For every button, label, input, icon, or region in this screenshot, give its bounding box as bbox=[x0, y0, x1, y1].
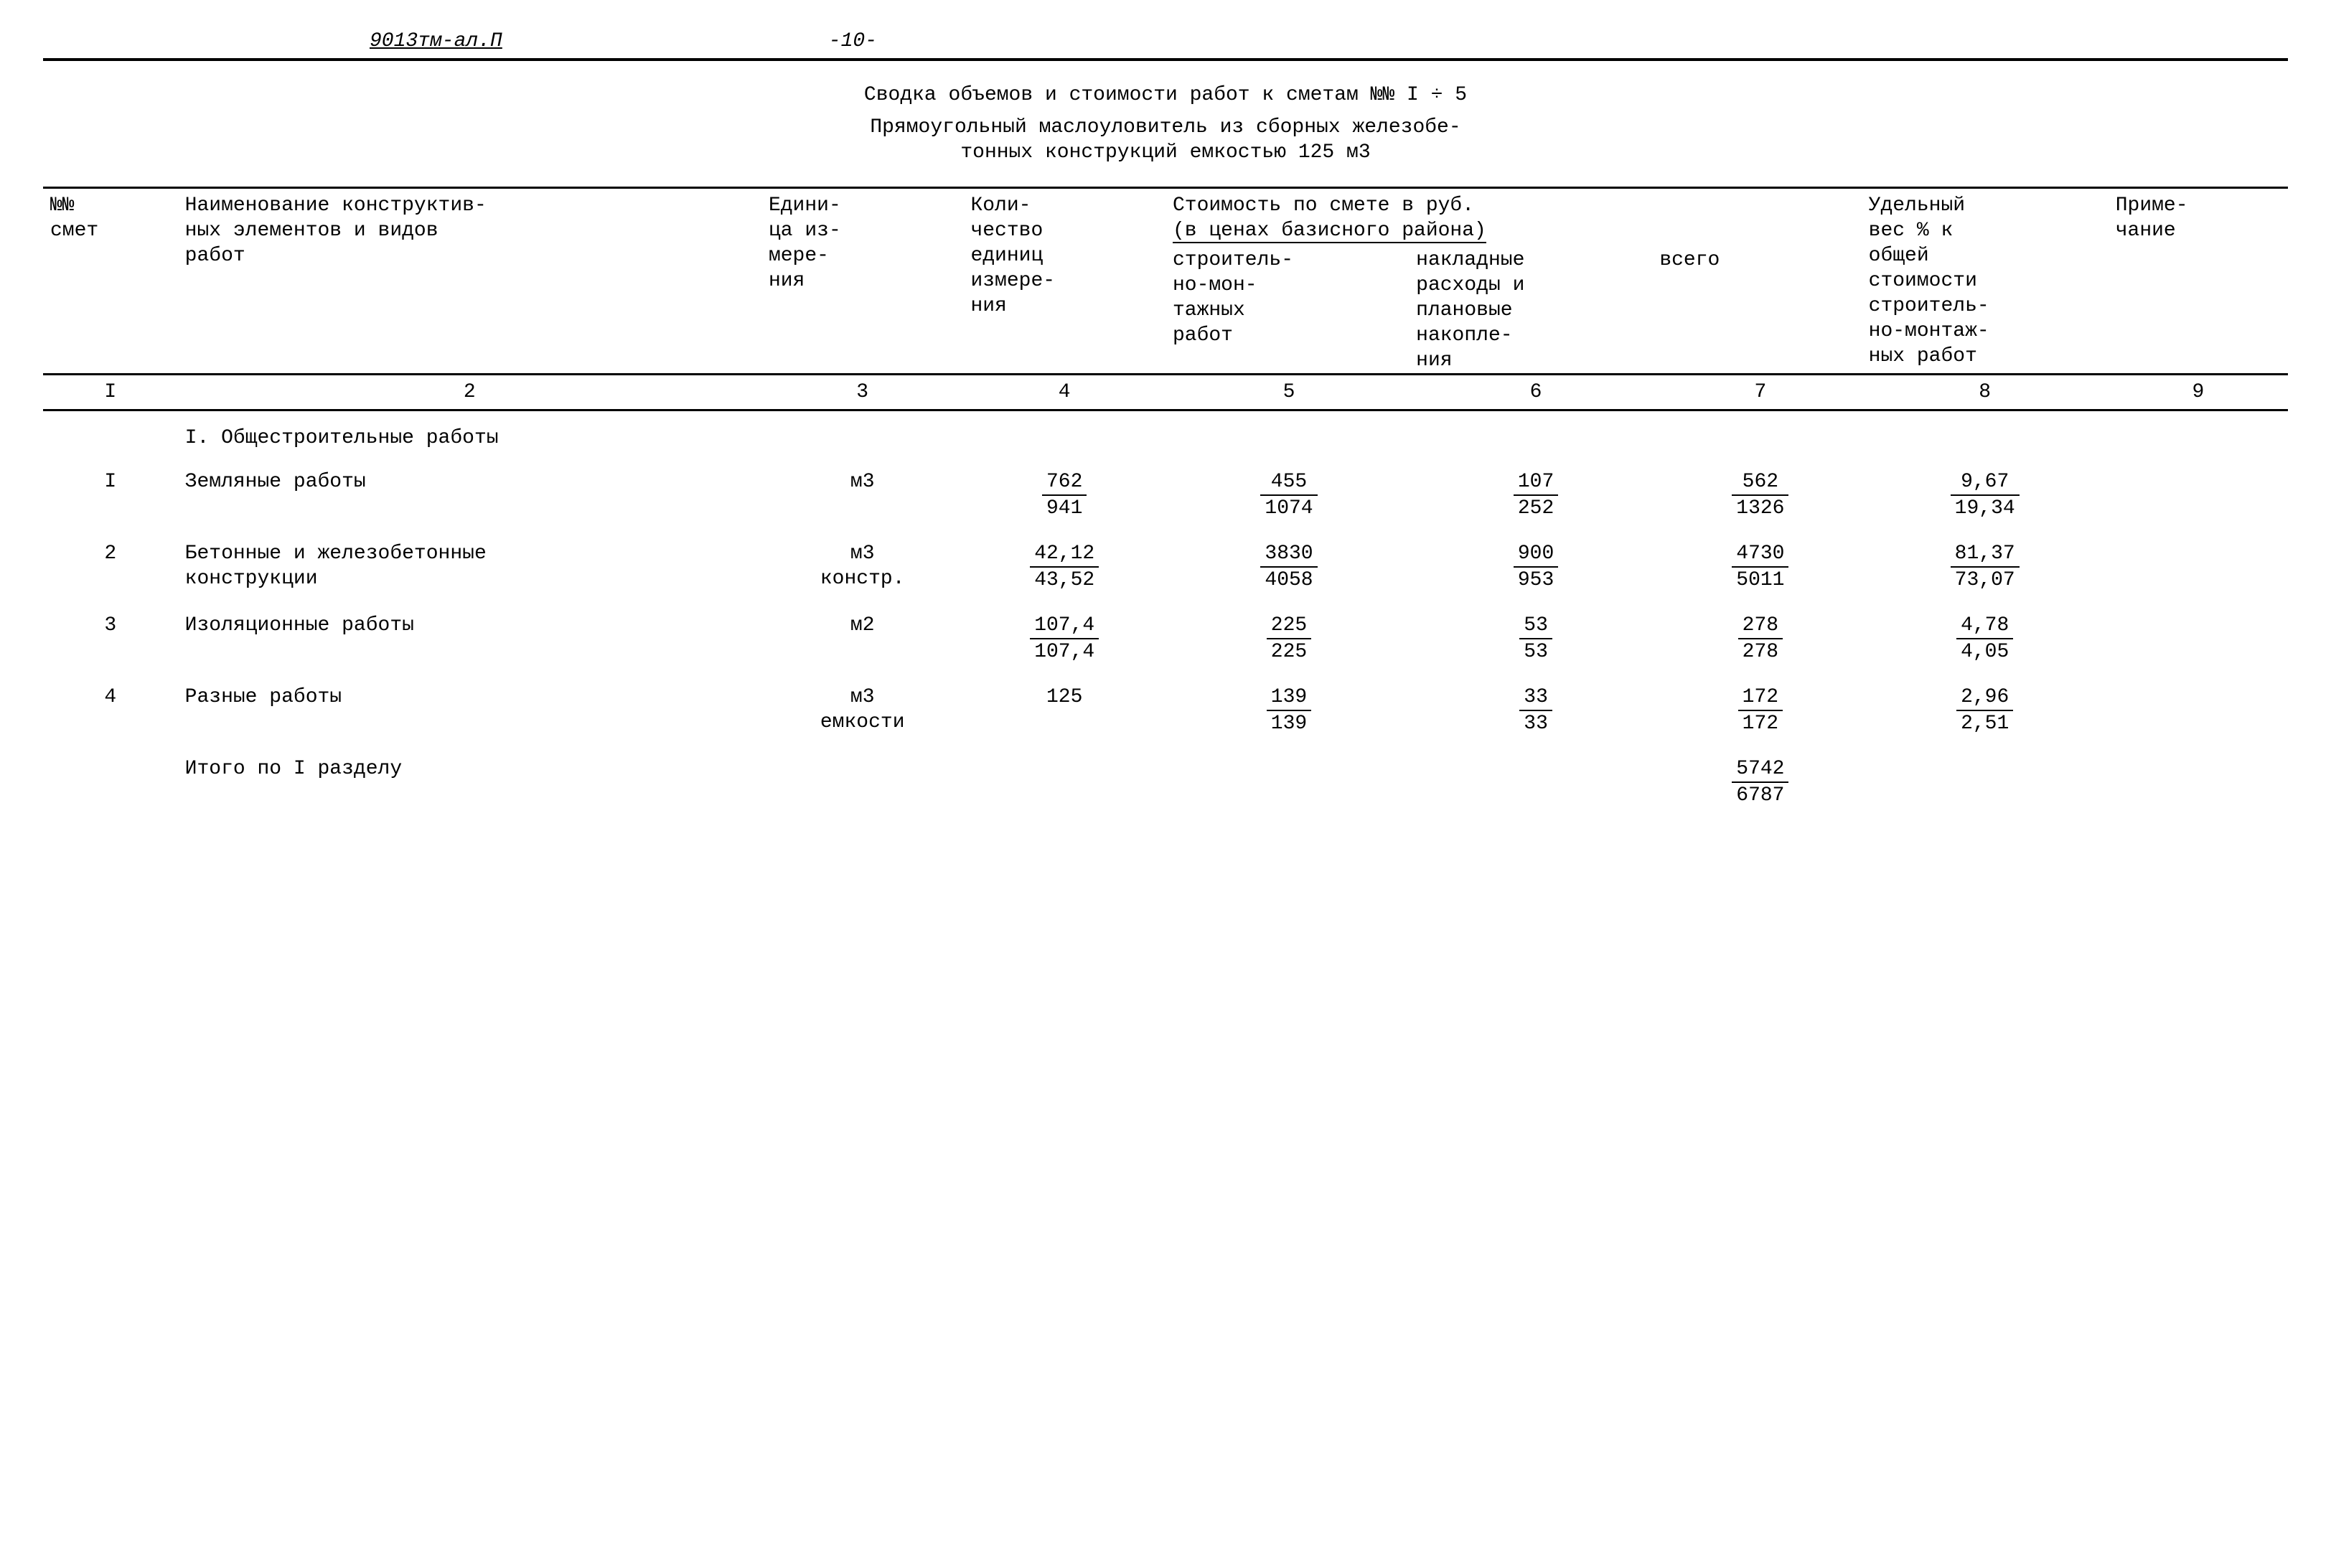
col-num: 3 bbox=[761, 375, 964, 410]
column-number-row: I 2 3 4 5 6 7 8 9 bbox=[43, 375, 2288, 410]
cell-c6: 107252 bbox=[1412, 459, 1659, 531]
cell-name: Бетонные и железобетонныеконструкции bbox=[178, 531, 761, 603]
table-header-row: №№смет Наименование конструктив-ных элем… bbox=[43, 188, 2288, 375]
col-num: I bbox=[43, 375, 178, 410]
cell-c7: 172172 bbox=[1659, 675, 1862, 746]
col-header-note: Приме-чание bbox=[2109, 188, 2288, 375]
cell-num: 4 bbox=[43, 675, 178, 746]
cell-c5: 4551074 bbox=[1166, 459, 1412, 531]
summary-table: №№смет Наименование конструктив-ных элем… bbox=[43, 187, 2288, 818]
document-subtitle: Прямоугольный маслоуловитель из сборных … bbox=[43, 115, 2288, 165]
cell-qty: 762941 bbox=[963, 459, 1166, 531]
cell-num: 3 bbox=[43, 603, 178, 675]
page-label: -10- bbox=[829, 29, 1502, 54]
cell-name: Разные работы bbox=[178, 675, 761, 746]
total-c7: 57426787 bbox=[1659, 746, 1862, 818]
col-num: 5 bbox=[1166, 375, 1412, 410]
page-header: 9013тм-ал.П -10- bbox=[43, 29, 2288, 61]
cell-c7: 278278 bbox=[1659, 603, 1862, 675]
cell-c7: 5621326 bbox=[1659, 459, 1862, 531]
cell-unit: м3емкости bbox=[761, 675, 964, 746]
cell-note bbox=[2109, 531, 2288, 603]
col-num: 9 bbox=[2109, 375, 2288, 410]
doc-code: 9013тм-ал.П bbox=[43, 29, 829, 54]
cell-c6: 900953 bbox=[1412, 531, 1659, 603]
cell-c8: 81,3773,07 bbox=[1862, 531, 2109, 603]
col-header-qty: Коли-чествоединицизмере-ния bbox=[963, 188, 1166, 375]
col-num: 6 bbox=[1412, 375, 1659, 410]
col-num: 4 bbox=[963, 375, 1166, 410]
total-label: Итого по I разделу bbox=[178, 746, 761, 818]
cell-note bbox=[2109, 603, 2288, 675]
cell-c6: 5353 bbox=[1412, 603, 1659, 675]
col-num: 7 bbox=[1659, 375, 1862, 410]
col-header-unit: Едини-ца из-мере-ния bbox=[761, 188, 964, 375]
cell-c5: 139139 bbox=[1166, 675, 1412, 746]
col-num: 2 bbox=[178, 375, 761, 410]
cell-unit: м3констр. bbox=[761, 531, 964, 603]
cell-unit: м2 bbox=[761, 603, 964, 675]
section-heading-row: I. Общестроительные работы bbox=[43, 410, 2288, 460]
cell-num: I bbox=[43, 459, 178, 531]
col-num: 8 bbox=[1862, 375, 2109, 410]
cost-group-sub: (в ценах базисного района) bbox=[1173, 220, 1486, 243]
table-row: 4Разные работым3емкости12513913933331721… bbox=[43, 675, 2288, 746]
cost-group-title: Стоимость по смете в руб. bbox=[1173, 194, 1474, 217]
cell-c5: 38304058 bbox=[1166, 531, 1412, 603]
cell-c7: 47305011 bbox=[1659, 531, 1862, 603]
col-header-cost-group: Стоимость по смете в руб. (в ценах базис… bbox=[1166, 188, 1862, 375]
cell-c5: 225225 bbox=[1166, 603, 1412, 675]
col-header-weight: Удельныйвес % кобщейстоимостистроитель-н… bbox=[1862, 188, 2109, 375]
cell-c8: 4,784,05 bbox=[1862, 603, 2109, 675]
col-header-num: №№смет bbox=[43, 188, 178, 375]
col-header-name: Наименование конструктив-ных элементов и… bbox=[178, 188, 761, 375]
col-header-c5: строитель-но-мон-тажныхработ bbox=[1173, 248, 1416, 373]
col-header-c7: всего bbox=[1659, 248, 1854, 373]
col-header-c6: накладныерасходы иплановыенакопле-ния bbox=[1416, 248, 1659, 373]
cell-qty: 107,4107,4 bbox=[963, 603, 1166, 675]
cell-note bbox=[2109, 675, 2288, 746]
section-heading: I. Общестроительные работы bbox=[178, 410, 2288, 460]
table-row: 2Бетонные и железобетонныеконструкциим3к… bbox=[43, 531, 2288, 603]
cell-c6: 3333 bbox=[1412, 675, 1659, 746]
cell-c8: 2,962,51 bbox=[1862, 675, 2109, 746]
table-row: IЗемляные работым37629414551074107252562… bbox=[43, 459, 2288, 531]
total-row: Итого по I разделу 57426787 bbox=[43, 746, 2288, 818]
cell-qty: 42,1243,52 bbox=[963, 531, 1166, 603]
cell-qty: 125 bbox=[963, 675, 1166, 746]
cell-unit: м3 bbox=[761, 459, 964, 531]
table-body: I. Общестроительные работы IЗемляные раб… bbox=[43, 410, 2288, 819]
cell-name: Земляные работы bbox=[178, 459, 761, 531]
cell-name: Изоляционные работы bbox=[178, 603, 761, 675]
cell-c8: 9,6719,34 bbox=[1862, 459, 2109, 531]
document-title: Сводка объемов и стоимости работ к смета… bbox=[43, 83, 2288, 108]
table-row: 3Изоляционные работым2107,4107,422522553… bbox=[43, 603, 2288, 675]
cell-note bbox=[2109, 459, 2288, 531]
cell-num: 2 bbox=[43, 531, 178, 603]
